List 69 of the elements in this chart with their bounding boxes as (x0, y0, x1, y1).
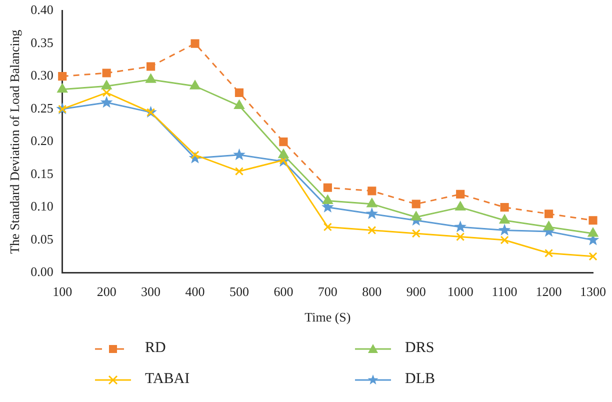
point (588, 228, 598, 237)
point (366, 198, 377, 208)
point (323, 183, 332, 192)
x-tick-label: 500 (229, 284, 249, 300)
point (412, 229, 420, 238)
point (146, 108, 156, 117)
point (234, 88, 244, 97)
point (544, 248, 554, 258)
y-tick-label: 0.15 (30, 166, 54, 181)
legend-label: DLB (405, 371, 435, 388)
point (190, 80, 200, 90)
point (411, 211, 422, 220)
point (234, 166, 244, 176)
point (101, 80, 112, 90)
point (146, 62, 156, 71)
point (368, 186, 376, 196)
y-tick-label: 0.40 (30, 2, 54, 18)
point (322, 195, 333, 204)
point (499, 214, 510, 224)
point (500, 236, 509, 244)
y-axis-title: The Standard Deviation of Load Balancing (7, 29, 22, 254)
x-tick-label: 900 (406, 284, 426, 300)
point (412, 200, 420, 208)
x-tick-label: 200 (96, 284, 116, 300)
x-axis-title: Time (S) (304, 310, 351, 325)
legend-label: DRS (405, 340, 434, 357)
x-tick-label: 600 (274, 284, 294, 300)
point (234, 100, 244, 110)
point (366, 207, 378, 220)
point (456, 190, 465, 198)
point (233, 148, 246, 160)
point (455, 202, 466, 211)
point (544, 210, 554, 218)
y-tick-label: 0.30 (30, 68, 54, 83)
point (146, 74, 156, 83)
point (102, 88, 111, 97)
point (278, 149, 289, 158)
x-tick-label: 300 (141, 284, 161, 300)
x-tick-label: 1000 (447, 284, 474, 300)
y-tick-label: 0.25 (30, 100, 54, 116)
x-tick-label: 400 (185, 284, 205, 300)
point (588, 252, 598, 261)
point (498, 224, 511, 236)
y-tick-label: 0.00 (30, 264, 54, 280)
y-tick-label: 0.10 (30, 198, 54, 214)
point (368, 226, 376, 235)
point (57, 84, 68, 93)
point (500, 203, 509, 212)
x-tick-label: 1100 (492, 284, 518, 300)
x-tick-label: 100 (52, 284, 72, 300)
x-tick-label: 800 (362, 284, 382, 300)
y-tick-label: 0.35 (30, 34, 54, 50)
point (190, 39, 200, 48)
point (454, 220, 467, 232)
x-tick-label: 700 (318, 284, 338, 300)
point (58, 72, 67, 81)
point (102, 68, 111, 78)
point (323, 222, 332, 232)
point (100, 96, 113, 108)
legend-label: RD (145, 340, 166, 357)
y-tick-label: 0.05 (30, 231, 54, 246)
x-tick-label: 1300 (580, 284, 606, 300)
point (588, 216, 598, 225)
y-tick-label: 0.20 (30, 133, 54, 148)
point (456, 232, 465, 242)
x-tick-label: 1200 (536, 284, 562, 300)
point (544, 221, 554, 230)
point (279, 138, 288, 146)
legend-label: TABAI (145, 371, 190, 388)
